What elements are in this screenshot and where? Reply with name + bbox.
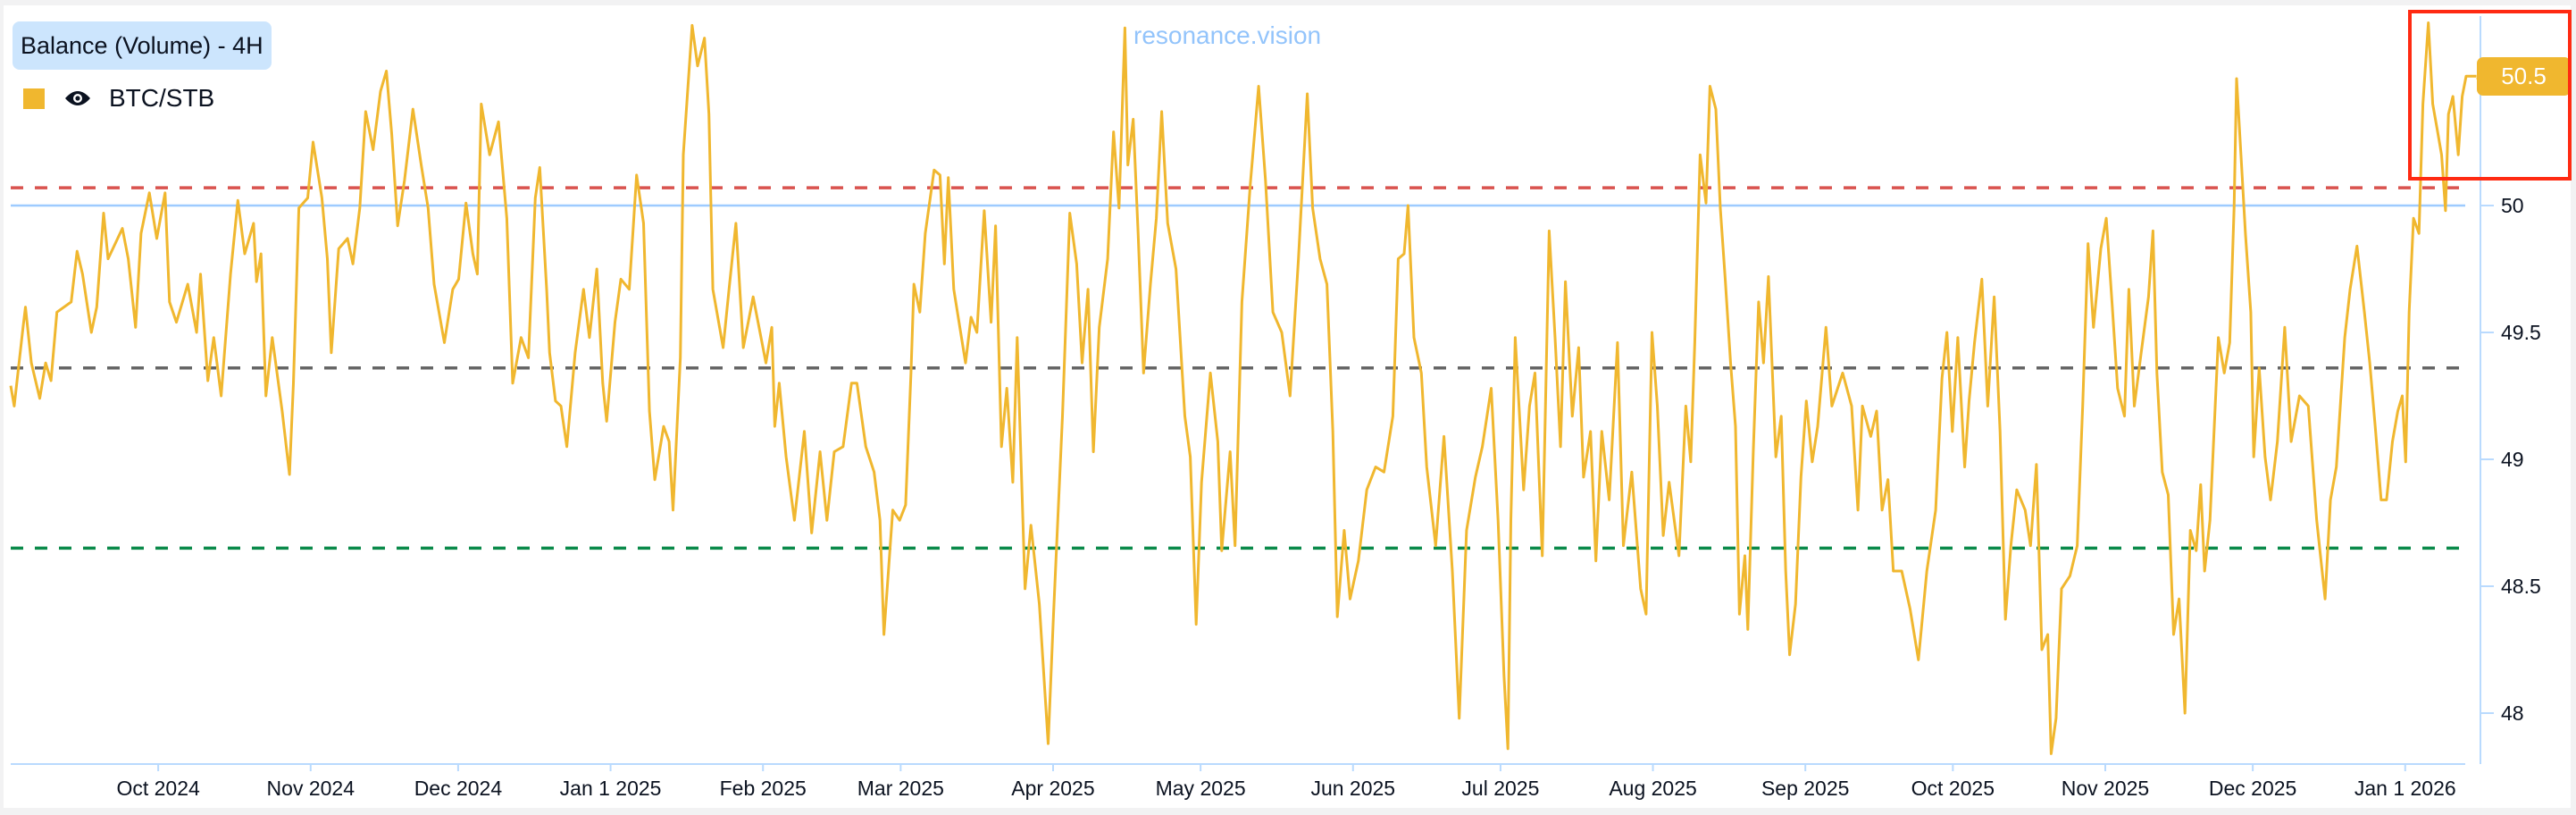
y-tick-label: 49.5 [2501,321,2541,344]
line-chart[interactable]: 48 48.5 49 49.5 50 Oct 2024 Nov 2024 Dec 2024 Ja… [4,5,2571,808]
x-tick-label: Aug 2025 [1609,777,1696,800]
x-tick-label: Jul 2025 [1461,777,1539,800]
series-line-btc-stb [9,21,2477,755]
series-color-swatch [23,88,45,109]
x-tick-label: Dec 2025 [2209,777,2296,800]
y-tick-label: 50 [2501,194,2524,217]
x-tick-label: Nov 2024 [267,777,355,800]
x-tick-label: May 2025 [1156,777,1246,800]
legend-item-btc-stb[interactable]: BTC/STB [13,84,272,113]
legend-series-label: BTC/STB [109,84,215,112]
annotation-highlight-box [2408,10,2572,181]
x-tick-label: Apr 2025 [1011,777,1094,800]
x-tick-label: Jan 1 2026 [2354,777,2456,800]
watermark: resonance.vision [1133,21,1322,49]
eye-icon[interactable] [64,89,91,107]
x-tick-label: Jun 2025 [1310,777,1395,800]
x-tick-label: Oct 2025 [1911,777,1995,800]
x-tick-label: Feb 2025 [720,777,807,800]
x-tick-label: Nov 2025 [2062,777,2149,800]
chart-panel: 48 48.5 49 49.5 50 Oct 2024 Nov 2024 Dec 2024 Ja… [4,5,2572,808]
y-tick-label: 49 [2501,448,2524,471]
x-tick-label: Jan 1 2025 [560,777,662,800]
x-tick-label: Oct 2024 [116,777,200,800]
x-tick-label: Mar 2025 [857,777,944,800]
y-tick-label: 48 [2501,702,2524,725]
y-tick-label: 48.5 [2501,575,2541,598]
last-value-tag: 50.5 [2477,57,2571,96]
chart-title: Balance (Volume) - 4H [13,21,272,70]
x-tick-label: Sep 2025 [1761,777,1849,800]
legend: Balance (Volume) - 4H BTC/STB [13,21,272,113]
x-tick-label: Dec 2024 [414,777,503,800]
